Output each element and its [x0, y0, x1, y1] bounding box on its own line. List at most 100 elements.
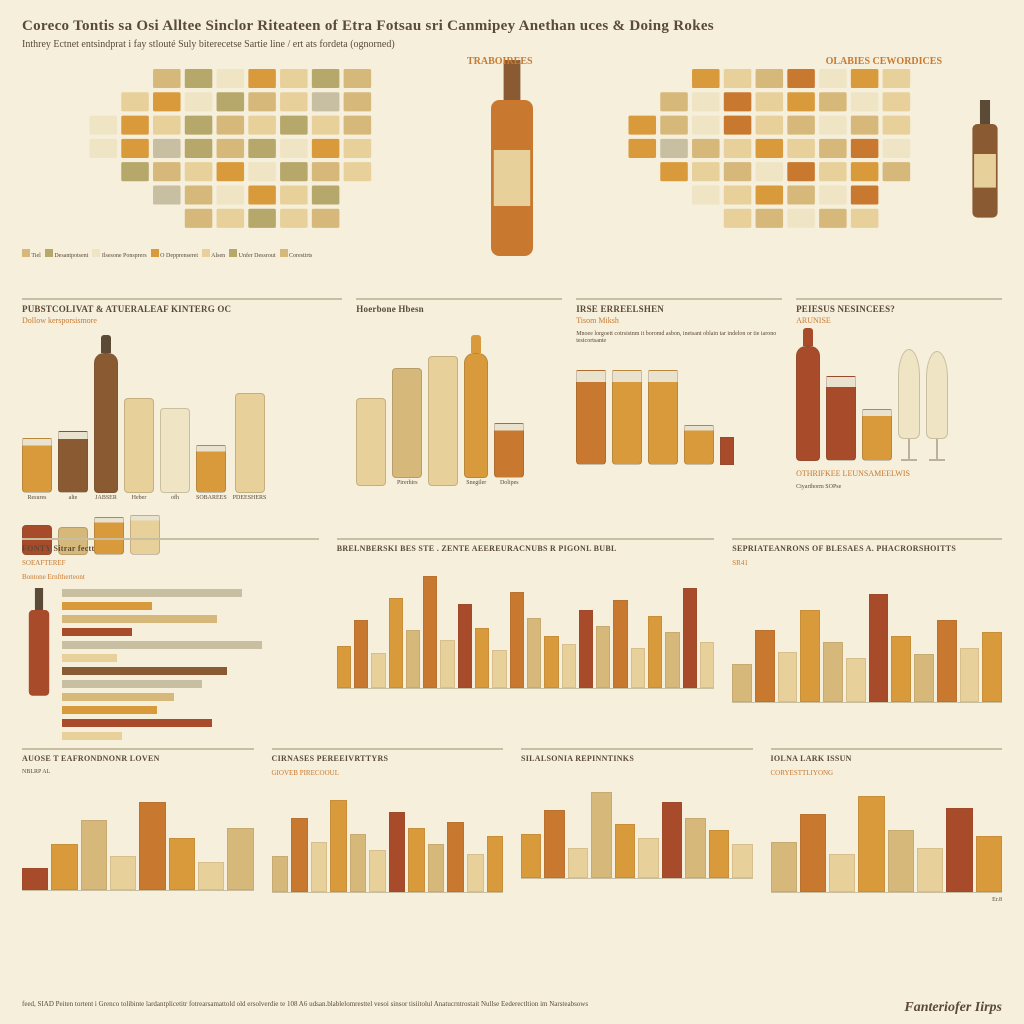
vbar: [291, 818, 308, 892]
infographic-page: Coreco Tontis sa Osi Alltee Sinclor Rite…: [0, 0, 1024, 1024]
page-title: Coreco Tontis sa Osi Alltee Sinclor Rite…: [22, 18, 1002, 35]
panel3-desc: Mnoee lorgoett cotrsistnm it boromd asbo…: [576, 331, 782, 345]
legend-item: Ilsesone Ponsprers: [92, 249, 146, 259]
bottom-panel-2: CIRNASES PEREEIVRTTYRS GIOVEB PIRECOOUL: [272, 748, 504, 948]
panel4-sub: ARUNISE: [796, 316, 1002, 325]
vbar: [475, 628, 489, 688]
bp4-foot: Er.8: [771, 897, 1003, 903]
vbar: [330, 800, 347, 892]
vessel-can: [356, 398, 386, 486]
vbar: [800, 814, 826, 892]
bottom-panel-1: AUOSE T EAFRONDNONR LOVEN NBLRP AL: [22, 748, 254, 948]
vbar: [544, 810, 564, 878]
hbar-row: [62, 678, 319, 689]
maps-row: Tiel Desantpotsent Ilsesone Ponsprers O …: [22, 60, 1002, 290]
vessel-tumbler: Resures: [22, 438, 52, 501]
vbar: [683, 588, 697, 688]
bp4-chart: [771, 783, 1003, 893]
vbar-right-sub: SR41: [732, 559, 1002, 567]
vbar: [888, 830, 914, 892]
vbar: [139, 802, 165, 890]
vbar: [510, 592, 524, 688]
vbar: [169, 838, 195, 890]
panel1-glasses: ResuresalteJABSERHeberofhSOBAREESPDEESHE…: [22, 331, 342, 501]
vbar: [22, 868, 48, 890]
vbar: [648, 616, 662, 688]
vbar: [709, 830, 729, 878]
vbar: [350, 834, 367, 892]
vbar: [615, 824, 635, 878]
vbar-right-title: SEPRIATEANRONS OF BLESAES A. PHACRORSHOI…: [732, 538, 1002, 553]
vbar: [613, 600, 627, 688]
panel3-title: IRSE ERREELSHEN: [576, 298, 782, 314]
panel4-footer-text: Ciyarthorm SOPse: [796, 484, 1002, 491]
vbar: [823, 642, 843, 702]
legend-item: O Depprenseret: [151, 249, 198, 259]
vbar: [428, 844, 445, 892]
vbar: [778, 652, 798, 702]
bottle-panel-3: IRSE ERREELSHEN Tisom Miksh Mnoee lorgoe…: [576, 298, 782, 528]
legend-item: Desantpotsent: [45, 249, 89, 259]
hbar-row: [62, 587, 319, 598]
vbar-mid-title: BRELNBERSKI BES STE . ZENTE AEEREURACNUB…: [337, 538, 715, 553]
hbar-row: [62, 600, 319, 611]
vbar: [337, 646, 351, 688]
hbar-row: [62, 652, 319, 663]
vbar: [914, 654, 934, 702]
vessel-shot: [720, 437, 734, 465]
vbar: [596, 626, 610, 688]
bottle-panel-1: PUBSTCOLIVAT & ATUERALEAF KINTERG OС Dol…: [22, 298, 342, 528]
vbar: [982, 632, 1002, 702]
vbar: [858, 796, 884, 892]
vbar: [467, 854, 484, 892]
panel2-title: Hoerbone Hbesn: [356, 298, 562, 314]
vbar: [846, 658, 866, 702]
vessel-can: ofh: [160, 408, 190, 501]
us-map-right-icon: [561, 60, 1002, 240]
vbar: [406, 630, 420, 688]
vessel-tumbler: Dolipes: [494, 423, 524, 486]
vbar: [771, 842, 797, 892]
vessel-tumbler: alte: [58, 431, 88, 501]
vbar: [81, 820, 107, 890]
vbar: [829, 854, 855, 892]
vbar: [272, 856, 289, 892]
vessel-tube: [428, 356, 458, 486]
bottle-panel-2: Hoerbone Hbesn PirerhirsSnegilerDolipes: [356, 298, 562, 528]
map-left-legend: Tiel Desantpotsent Ilsesone Ponsprers O …: [22, 249, 463, 259]
vbar: [631, 648, 645, 688]
vessel-can: PDEESHERS: [233, 393, 267, 501]
bottle-panel-4: PEIESUS NESINCEES? ARUNISE OTHRIFKEE LEU…: [796, 298, 1002, 528]
vbar: [198, 862, 224, 890]
center-bottle-col: TRABOIREES: [477, 60, 547, 290]
vbar: [755, 630, 775, 702]
footer-left-text: feed, SIAD Peiten tortent i Grenco tolib…: [22, 1000, 904, 1016]
page-subtitle: Inthrey Ectnet entsindprat i fay stlouté…: [22, 39, 1002, 50]
vessel-bottle: JABSER: [94, 335, 118, 501]
vessel-pint: [576, 370, 606, 465]
panel2-glasses: PirerhirsSnegilerDolipes: [356, 316, 562, 486]
vessel-tumbler: [862, 409, 892, 461]
us-map-left-icon: [22, 60, 463, 240]
vbar: [408, 828, 425, 892]
center-map-label: TRABOIREES: [467, 56, 533, 67]
vbar: [354, 620, 368, 688]
vbar: [917, 848, 943, 892]
legend-item: Tiel: [22, 249, 41, 259]
vbar: [544, 636, 558, 688]
footer-brand: Fanteriofer Iirps: [904, 1000, 1002, 1016]
panel3-sub: Tisom Miksh: [576, 316, 782, 325]
vbar: [458, 604, 472, 688]
hbar-title: FONTY Sitrar fectt: [22, 538, 319, 553]
map-right: OLABIES CEWORDICES: [561, 60, 1002, 290]
bp2-chart: [272, 783, 504, 893]
vbar: [665, 632, 679, 688]
vbar: [946, 808, 972, 892]
vbar: [51, 844, 77, 890]
panel1-sub: Dollow kersporsismore: [22, 316, 342, 325]
vessel-pint: [648, 370, 678, 465]
vbar: [311, 842, 328, 892]
vbar: [369, 850, 386, 892]
vessel-can: Pirerhirs: [392, 368, 422, 486]
bp2-sub: GIOVEB PIRECOOUL: [272, 769, 504, 777]
